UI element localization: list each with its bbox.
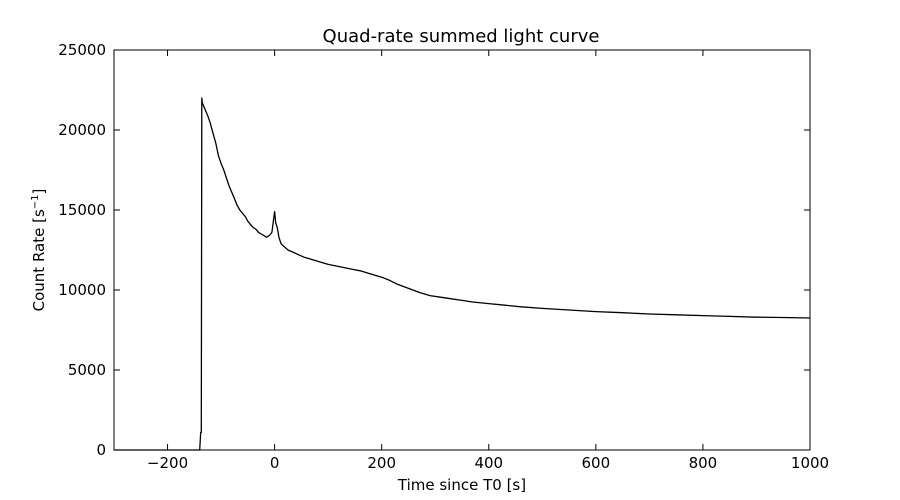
x-tick-label: 800 [689,454,718,472]
series-line-0 [114,97,811,451]
x-axis-title: Time since T0 [s] [397,476,526,494]
chart-title: Quad-rate summed light curve [323,26,600,47]
y-axis-title: Count Rate [s−1] [30,189,48,312]
y-tick-label: 25000 [58,41,106,59]
x-tick-label: 400 [474,454,503,472]
y-axis-title-main: Count Rate [s [30,209,48,311]
x-tick-label: 1000 [791,454,829,472]
plot-area [114,97,811,451]
x-tick-label: −200 [147,454,188,472]
y-tick-label: 20000 [58,121,106,139]
x-axis: −200 0 200 400 600 800 1000 [147,50,829,472]
y-tick-label: 10000 [58,281,106,299]
x-tick-label: 600 [582,454,611,472]
y-tick-label: 15000 [58,201,106,219]
plot-frame [113,49,811,451]
y-tick-label: 0 [96,441,106,459]
y-tick-label: 5000 [68,361,106,379]
y-axis-title-suffix: ] [30,189,48,195]
y-axis: 0 5000 10000 15000 20000 25000 [58,41,810,459]
x-tick-label: 200 [367,454,396,472]
x-tick-label: 0 [270,454,280,472]
y-axis-title-superscript: −1 [30,194,41,209]
